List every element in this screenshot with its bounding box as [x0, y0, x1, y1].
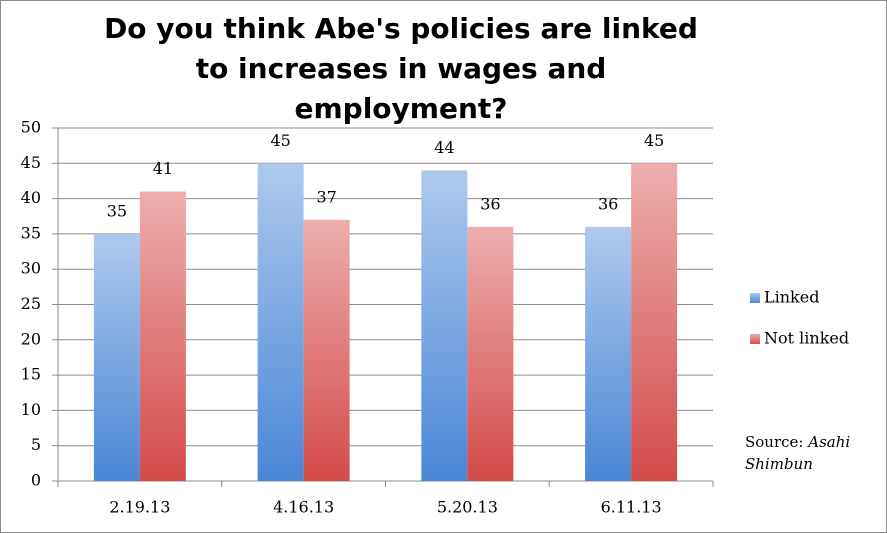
value-label: 35	[107, 201, 127, 220]
value-label: 45	[270, 131, 290, 150]
source-note: Source: Asahi Shimbun	[745, 431, 875, 475]
value-label: 44	[434, 138, 454, 157]
y-tick-label: 50	[21, 118, 41, 137]
y-tick-label: 40	[21, 188, 41, 207]
value-label: 37	[316, 187, 336, 206]
bar	[139, 191, 186, 482]
chart-title: Do you think Abe's policies are linked t…	[104, 12, 698, 125]
bar	[585, 226, 632, 481]
bar	[467, 226, 514, 481]
source-label: Source:	[745, 433, 804, 451]
y-tick-label: 35	[21, 223, 41, 242]
x-tick-label: 6.11.13	[601, 498, 662, 517]
legend-swatch	[750, 293, 760, 303]
legend-label: Not linked	[764, 329, 849, 348]
bar	[631, 163, 678, 482]
y-tick-label: 20	[21, 329, 41, 348]
value-label: 36	[480, 194, 500, 213]
y-tick-label: 5	[31, 435, 41, 454]
source-name: Asahi Shimbun	[745, 433, 851, 473]
x-tick-label: 2.19.13	[109, 498, 170, 517]
y-tick-label: 25	[21, 294, 41, 313]
x-tick-label: 5.20.13	[437, 498, 498, 517]
legend-swatch	[750, 334, 760, 344]
y-tick-label: 0	[31, 471, 41, 490]
value-label: 36	[598, 194, 618, 213]
legend-label: Linked	[764, 288, 819, 307]
y-tick-label: 15	[21, 365, 41, 384]
value-label: 41	[153, 159, 173, 178]
bar	[257, 163, 304, 482]
value-label: 45	[644, 131, 664, 150]
y-tick-label: 30	[21, 259, 41, 278]
bar	[93, 233, 140, 481]
x-tick-label: 4.16.13	[273, 498, 334, 517]
y-tick-label: 45	[21, 153, 41, 172]
bar	[303, 219, 350, 481]
y-tick-label: 10	[21, 400, 41, 419]
bar	[421, 170, 468, 482]
